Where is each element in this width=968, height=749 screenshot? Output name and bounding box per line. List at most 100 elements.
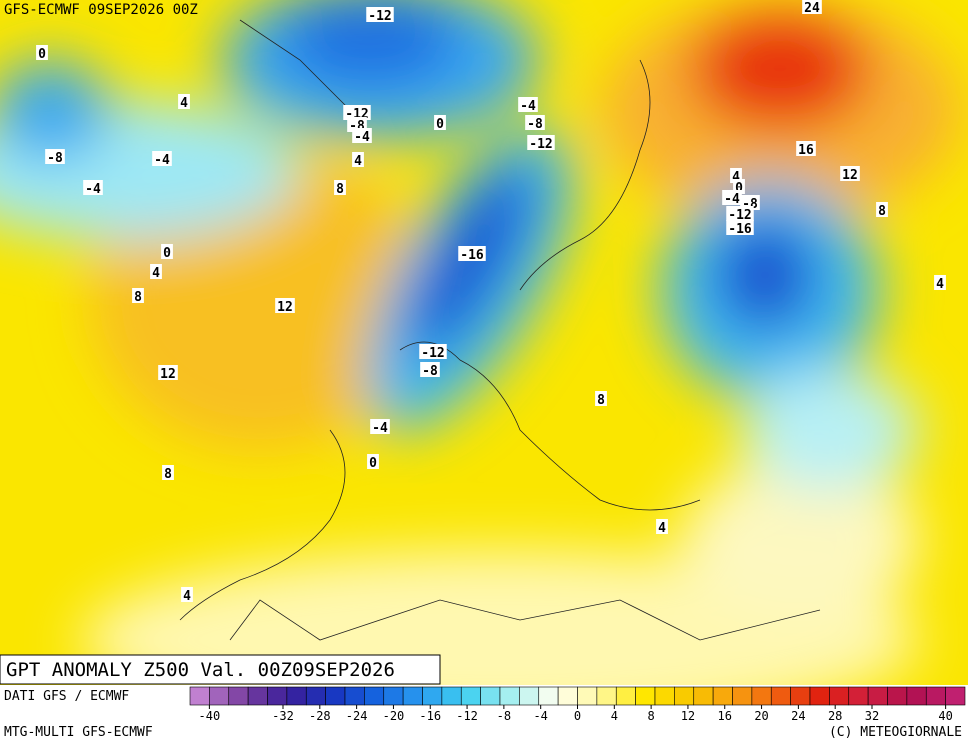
contour-label: -4: [154, 153, 170, 168]
contour-label: -4: [372, 421, 388, 436]
contour-label-bg: [150, 264, 162, 279]
colorbar-box: [209, 686, 230, 706]
colorbar-box: [654, 686, 675, 706]
contour-label-bg: [419, 344, 447, 359]
contour-label-bg: [343, 105, 371, 120]
colorbar-box: [635, 686, 656, 706]
contour-label: 16: [798, 143, 814, 158]
colorbar-box: [693, 686, 714, 706]
contour-label-bg: [132, 288, 144, 303]
colorbar-box: [596, 686, 617, 706]
contour-label: -8: [422, 364, 438, 379]
colorbar-box: [790, 686, 811, 706]
contour-label-bg: [656, 519, 668, 534]
contour-label: 4: [732, 170, 740, 185]
colorbar-tick-label: 32: [865, 709, 879, 723]
contour-label: 12: [277, 300, 293, 315]
colorbar-box: [402, 686, 423, 706]
contour-label: -16: [728, 222, 752, 237]
colorbar-box: [247, 686, 268, 706]
contour-label: -8: [47, 151, 63, 166]
colorbar-box: [519, 686, 540, 706]
contour-label-bg: [802, 0, 822, 14]
colorbar-box: [286, 686, 307, 706]
contour-label-bg: [352, 128, 372, 143]
contour-label-bg: [161, 244, 173, 259]
colorbar-box: [422, 686, 443, 706]
colorbar-box: [441, 686, 462, 706]
copyright: (C) METEOGIORNALE: [829, 725, 962, 740]
contour-label-bg: [733, 179, 745, 194]
colorbar-box: [189, 686, 210, 706]
colorbar-box: [925, 686, 946, 706]
contour-label: 8: [164, 467, 172, 482]
colorbar-tick-label: 0: [574, 709, 581, 723]
colorbar-box: [732, 686, 753, 706]
colorbar-tick-label: 12: [681, 709, 695, 723]
contour-label: 0: [735, 181, 743, 196]
contour-label-bg: [367, 454, 379, 469]
contour-label: -12: [728, 208, 751, 223]
contour-label: 24: [804, 1, 820, 16]
contour-label: 12: [842, 168, 858, 183]
colorbar-box: [809, 686, 830, 706]
colorbar-tick-label: -12: [456, 709, 478, 723]
contour-label: -4: [354, 130, 370, 145]
colorbar-box: [674, 686, 695, 706]
contour-label: 4: [936, 277, 944, 292]
colorbar-tick-label: 20: [754, 709, 768, 723]
colorbar-tick-label: 4: [611, 709, 618, 723]
colorbar-box: [887, 686, 908, 706]
colorbar-tick-label: -8: [497, 709, 511, 723]
contour-label-bg: [334, 180, 346, 195]
contour-label: -12: [368, 9, 391, 24]
contour-label: 0: [163, 246, 171, 261]
contour-label-bg: [370, 419, 390, 434]
colorbar-box: [267, 686, 288, 706]
contour-label-bg: [730, 168, 742, 183]
contour-label-bg: [796, 141, 816, 156]
contour-label-bg: [36, 45, 48, 60]
contour-label-bg: [45, 149, 65, 164]
colorbar-box: [383, 686, 404, 706]
map-title: GPT ANOMALY Z500 Val. 00Z09SEP2026: [6, 659, 395, 681]
contour-label-bg: [181, 587, 193, 602]
contour-label-bg: [722, 190, 742, 205]
colorbar-box: [770, 686, 791, 706]
contour-label-bg: [518, 97, 538, 112]
contour-label: 4: [180, 96, 188, 111]
colorbar-box: [867, 686, 888, 706]
colorbar-tick-label: -24: [346, 709, 368, 723]
contour-label-bg: [726, 206, 754, 221]
contour-label: 0: [369, 456, 377, 471]
colorbar-box: [906, 686, 927, 706]
colorbar-tick-label: 28: [828, 709, 842, 723]
contour-label: 4: [354, 154, 362, 169]
contour-label-bg: [162, 465, 174, 480]
colorbar-box: [615, 686, 636, 706]
contour-label-bg: [83, 180, 103, 195]
colorbar-tick-label: -16: [419, 709, 441, 723]
contour-label: 8: [597, 393, 605, 408]
contour-label: 8: [134, 290, 142, 305]
contour-label-bg: [595, 391, 607, 406]
contour-label: -8: [527, 117, 543, 132]
colorbar-tick-label: -20: [383, 709, 405, 723]
contour-label: 0: [436, 117, 444, 132]
colorbar-box: [712, 686, 733, 706]
contour-label-bg: [527, 135, 555, 150]
contour-label-bg: [352, 152, 364, 167]
contour-label: 4: [152, 266, 160, 281]
colorbar-tick-label: 40: [938, 709, 952, 723]
contour-label-bg: [275, 298, 295, 313]
contour-label-bg: [840, 166, 860, 181]
contour-label: 8: [336, 182, 344, 197]
colorbar-tick-label: 24: [791, 709, 805, 723]
contour-label: -4: [85, 182, 101, 197]
source: DATI GFS / ECMWF: [4, 689, 129, 704]
colorbar-tick-label: 8: [648, 709, 655, 723]
contour-label-bg: [420, 362, 440, 377]
contour-label-bg: [934, 275, 946, 290]
